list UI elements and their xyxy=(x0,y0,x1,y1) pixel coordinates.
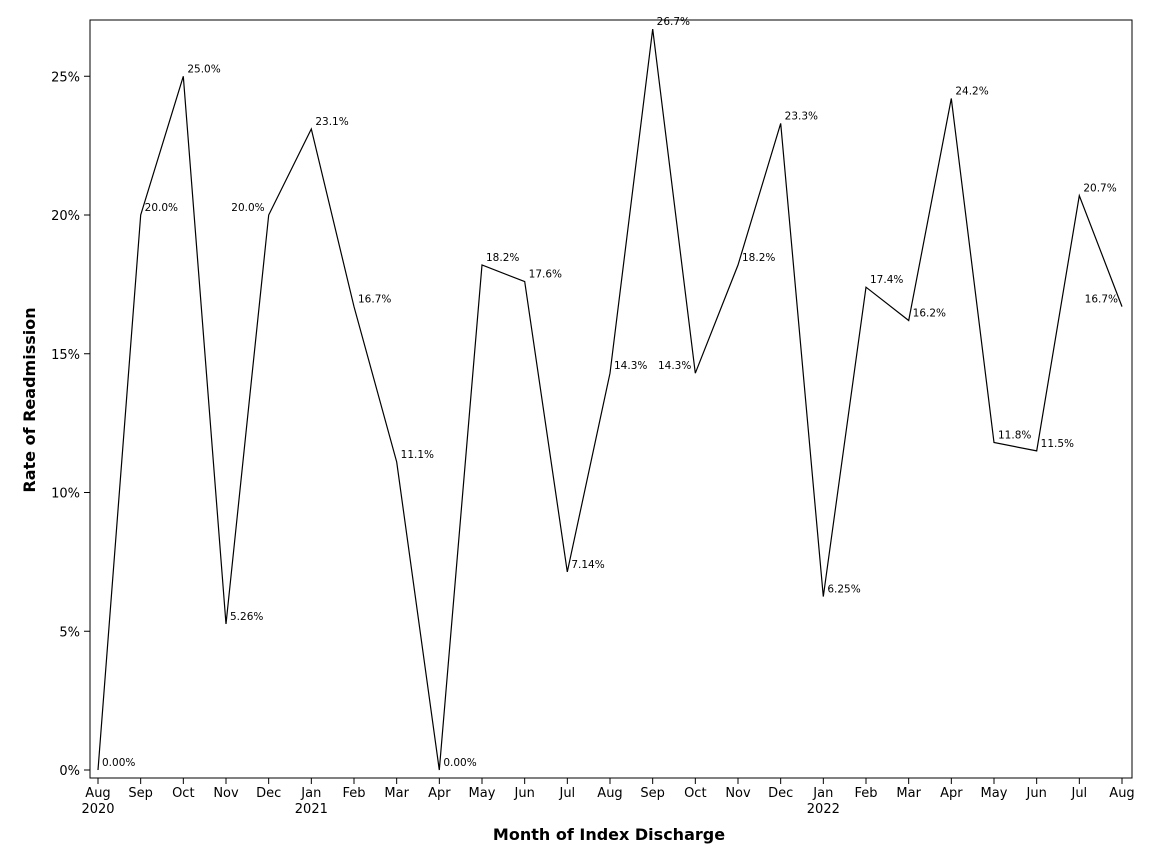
plot-frame xyxy=(89,19,1133,779)
y-axis: 0% 5% 10% 15% 20% 25% xyxy=(51,70,90,779)
y-tick-label: 0% xyxy=(59,764,80,779)
data-label: 17.6% xyxy=(529,269,562,281)
data-label: 23.3% xyxy=(785,110,818,122)
x-tick-label: Mar xyxy=(896,786,921,801)
x-tick-label: Jul xyxy=(558,786,575,801)
x-tick-label: Dec xyxy=(768,786,793,801)
data-label: 5.26% xyxy=(230,611,263,623)
data-label: 18.2% xyxy=(742,252,775,264)
data-label: 23.1% xyxy=(315,116,348,128)
series-line xyxy=(97,28,1123,771)
data-label: 0.00% xyxy=(102,757,135,769)
data-label: 16.2% xyxy=(913,307,946,319)
x-tick-year-label: 2021 xyxy=(295,802,328,817)
data-label: 14.3% xyxy=(658,360,691,372)
x-tick-label: Jun xyxy=(1026,786,1047,801)
x-tick-label: Dec xyxy=(256,786,281,801)
x-tick-year-label: 2020 xyxy=(81,802,114,817)
x-tick-label: Sep xyxy=(128,786,153,801)
x-tick-label: Nov xyxy=(213,786,239,801)
x-tick-label: Oct xyxy=(684,786,706,801)
x-axis-title: Month of Index Discharge xyxy=(493,825,725,844)
data-label: 14.3% xyxy=(614,360,647,372)
data-label: 20.0% xyxy=(231,202,264,214)
data-label: 17.4% xyxy=(870,274,903,286)
series-line-path xyxy=(97,29,1123,771)
x-tick-label: Jun xyxy=(514,786,535,801)
data-label: 11.1% xyxy=(401,449,434,461)
x-tick-label: Aug xyxy=(597,786,622,801)
x-tick-label: Aug xyxy=(85,786,110,801)
y-tick-label: 5% xyxy=(59,625,80,640)
data-label: 0.00% xyxy=(443,757,476,769)
data-label: 6.25% xyxy=(827,584,860,596)
y-tick-label: 10% xyxy=(51,487,80,502)
data-label: 16.7% xyxy=(358,294,391,306)
x-tick-year-label: 2022 xyxy=(807,802,840,817)
data-label: 11.5% xyxy=(1041,438,1074,450)
data-label: 18.2% xyxy=(486,252,519,264)
x-tick-label: Nov xyxy=(725,786,751,801)
y-tick-label: 25% xyxy=(51,70,80,85)
x-tick-label: Feb xyxy=(854,786,877,801)
x-tick-label: Apr xyxy=(940,786,963,801)
x-tick-label: Mar xyxy=(384,786,409,801)
y-axis-title: Rate of Readmission xyxy=(20,307,39,492)
data-labels: 0.00% 20.0% 25.0% 5.26% 20.0% 23.1% 16.7% 11.1%… xyxy=(102,16,1118,769)
data-label: 24.2% xyxy=(955,85,988,97)
x-tick-label: Jul xyxy=(1070,786,1087,801)
data-label: 16.7% xyxy=(1085,294,1118,306)
data-label: 25.0% xyxy=(187,63,220,75)
y-tick-label: 15% xyxy=(51,348,80,363)
x-tick-label: Apr xyxy=(428,786,451,801)
x-tick-label: May xyxy=(981,786,1008,801)
x-tick-label: Aug xyxy=(1109,786,1134,801)
x-tick-label: Feb xyxy=(342,786,365,801)
data-label: 26.7% xyxy=(657,16,690,28)
x-tick-label: Jan xyxy=(812,786,833,801)
x-tick-label: Jan xyxy=(300,786,321,801)
x-tick-label: Oct xyxy=(172,786,194,801)
data-label: 7.14% xyxy=(571,559,604,571)
x-tick-label: Sep xyxy=(640,786,665,801)
data-label: 20.0% xyxy=(145,202,178,214)
data-label: 11.8% xyxy=(998,430,1031,442)
data-label: 20.7% xyxy=(1083,183,1116,195)
y-tick-label: 20% xyxy=(51,209,80,224)
x-tick-label: May xyxy=(469,786,496,801)
